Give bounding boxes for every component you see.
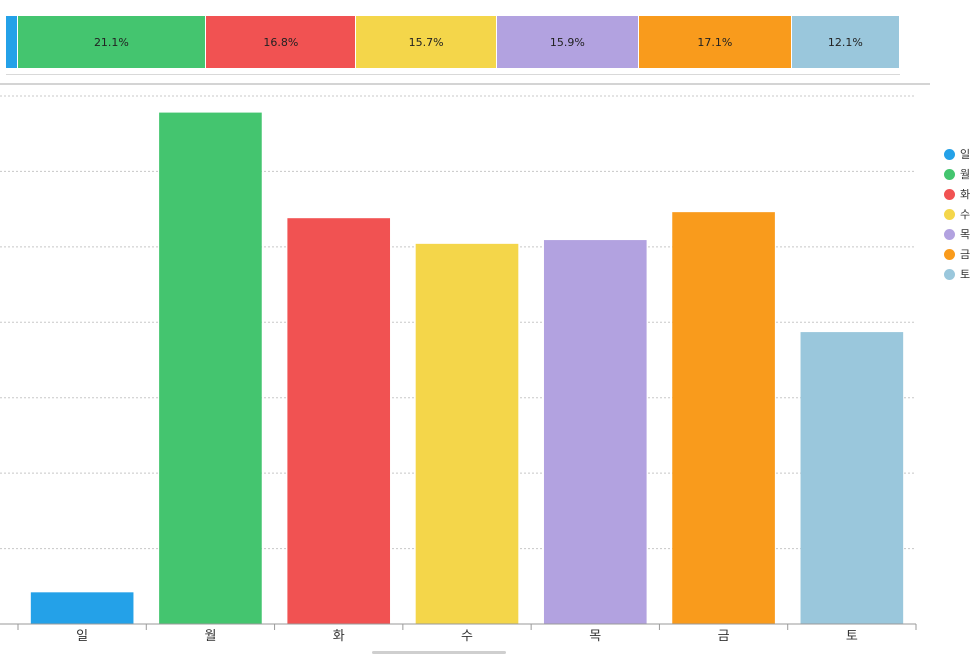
bar	[543, 240, 647, 624]
legend-label: 금	[960, 248, 971, 261]
x-tick-label: 일	[76, 629, 88, 644]
segment-label: 15.9%	[549, 35, 585, 49]
legend-swatch	[944, 188, 955, 200]
x-tick-label: 목	[589, 629, 601, 644]
stacked-percent-bar: 21.1% 16.8% 15.7% 15.9% 17.1% 12.1%	[6, 16, 900, 68]
stacked-segment: 16.8%	[206, 16, 357, 68]
bar	[800, 332, 904, 624]
legend-label: 토	[960, 268, 971, 281]
divider	[0, 83, 930, 85]
legend-label: 월	[960, 168, 971, 181]
legend-swatch	[944, 248, 955, 260]
stacked-segment: 21.1%	[17, 16, 207, 68]
legend-item[interactable]: 월	[944, 164, 980, 184]
legend-label: 화	[960, 188, 971, 201]
bar	[159, 112, 262, 624]
legend-label: 일	[960, 148, 971, 161]
segment-label: 17.1%	[697, 35, 733, 49]
legend-swatch	[944, 268, 955, 280]
legend-item[interactable]: 목	[944, 224, 980, 244]
segment-label: 12.1%	[827, 35, 863, 49]
segment-label: 16.8%	[263, 35, 299, 49]
stacked-segment: 15.7%	[356, 16, 497, 68]
legend-swatch	[944, 208, 955, 220]
bar	[287, 218, 391, 625]
legend-item[interactable]: 수	[944, 204, 980, 224]
legend-item[interactable]: 일	[944, 144, 980, 164]
legend-item[interactable]: 화	[944, 184, 980, 204]
scrollbar-thumb[interactable]	[372, 651, 506, 654]
x-tick-label: 수	[461, 629, 473, 644]
divider	[6, 74, 900, 75]
legend-swatch	[944, 168, 955, 180]
bar	[672, 212, 775, 624]
legend-item[interactable]: 토	[944, 264, 980, 284]
x-tick-label: 금	[718, 629, 730, 644]
stacked-segment	[6, 16, 18, 68]
legend-label: 수	[960, 208, 971, 221]
segment-label: 21.1%	[93, 35, 129, 49]
bar	[415, 243, 519, 624]
bar	[30, 592, 134, 624]
x-tick-label: 월	[204, 629, 216, 644]
legend-swatch	[944, 228, 955, 240]
stacked-segment: 15.9%	[496, 16, 639, 68]
legend-swatch	[944, 148, 955, 160]
stacked-segment: 12.1%	[791, 16, 900, 68]
x-tick-label: 화	[333, 629, 345, 644]
legend-label: 목	[960, 228, 971, 241]
stacked-segment: 17.1%	[638, 16, 792, 68]
x-tick-label: 토	[846, 629, 858, 644]
legend-item[interactable]: 금	[944, 244, 980, 264]
segment-label: 15.7%	[408, 35, 444, 49]
